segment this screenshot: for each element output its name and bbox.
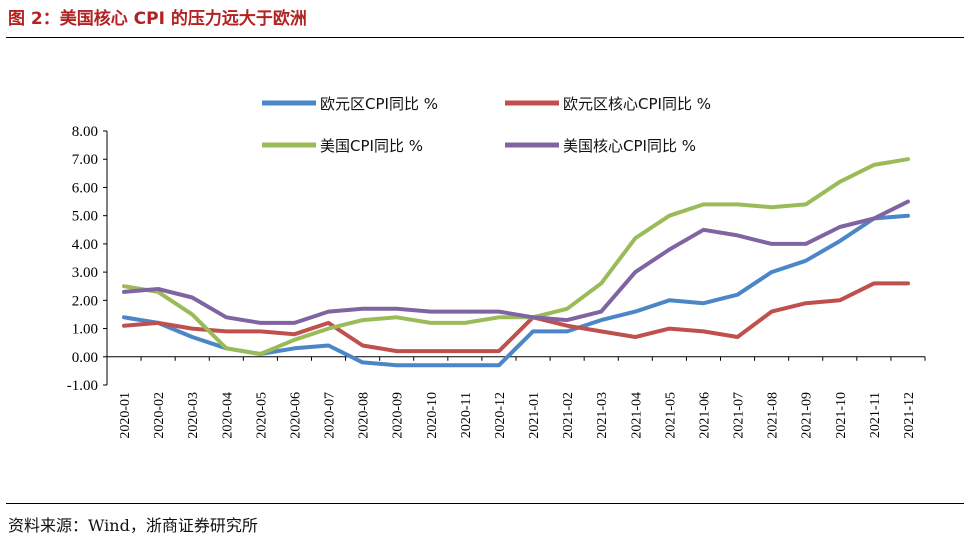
y-tick-label: 4.00 — [72, 237, 98, 253]
legend-label-series-2: 美国CPI同比 % — [320, 137, 423, 155]
legend-label-series-0: 欧元区CPI同比 % — [320, 95, 438, 113]
x-tick-label: 2020-11 — [459, 392, 474, 438]
x-tick-label: 2021-04 — [629, 392, 644, 439]
chart-series — [122, 157, 910, 368]
series-line-1 — [122, 281, 910, 354]
y-tick-label: -1.00 — [67, 378, 98, 394]
x-tick-label: 2021-09 — [800, 392, 815, 439]
source-note: 资料来源：Wind，浙商证券研究所 — [8, 516, 258, 535]
x-tick-label: 2021-06 — [697, 392, 712, 439]
x-tick-label: 2021-07 — [732, 392, 747, 439]
x-tick-label: 2021-08 — [766, 392, 781, 439]
x-tick-label: 2020-12 — [493, 392, 508, 439]
x-tick-label: 2021-01 — [527, 392, 542, 439]
y-tick-label: 5.00 — [72, 209, 98, 225]
x-tick-label: 2020-10 — [425, 392, 440, 439]
x-tick-label: 2020-03 — [186, 392, 201, 439]
x-tick-label: 2021-05 — [663, 392, 678, 439]
x-tick-label: 2021-10 — [834, 392, 849, 439]
x-tick-label: 2020-05 — [254, 392, 269, 439]
top-rule — [6, 37, 964, 38]
y-tick-label: 1.00 — [72, 322, 98, 338]
legend-label-series-3: 美国核心CPI同比 % — [563, 137, 696, 155]
x-tick-label: 2021-03 — [595, 392, 610, 439]
y-tick-label: 2.00 — [72, 293, 98, 309]
legend-label-series-1: 欧元区核心CPI同比 % — [563, 95, 711, 113]
bottom-rule — [6, 503, 964, 504]
x-tick-label: 2020-04 — [220, 392, 235, 439]
x-tick-label: 2020-09 — [391, 392, 406, 439]
figure-title: 图 2：美国核心 CPI 的压力远大于欧洲 — [8, 9, 307, 29]
x-tick-label: 2021-11 — [868, 392, 883, 438]
chart-legend: 欧元区CPI同比 % 欧元区核心CPI同比 % 美国CPI同比 % 美国核心CP… — [262, 95, 711, 155]
y-tick-label: 3.00 — [72, 265, 98, 281]
x-tick-label: 2020-07 — [323, 392, 338, 439]
x-tick-label: 2020-01 — [118, 392, 133, 439]
y-tick-label: 8.00 — [72, 124, 98, 140]
chart-axes: 8.00 7.00 6.00 5.00 4.00 3.00 2.00 1.00 0.00 -1.0… — [67, 124, 926, 439]
y-tick-label: 0.00 — [72, 350, 98, 366]
series-line-2 — [122, 157, 910, 356]
x-tick-label: 2020-06 — [288, 392, 303, 439]
x-tick-label: 2020-02 — [152, 392, 167, 439]
y-tick-label: 6.00 — [72, 180, 98, 196]
series-line-3 — [122, 199, 910, 325]
y-tick-label: 7.00 — [72, 152, 98, 168]
x-tick-label: 2020-08 — [357, 392, 372, 439]
x-tick-label: 2021-02 — [561, 392, 576, 439]
series-line-0 — [122, 213, 910, 368]
x-tick-label: 2021-12 — [902, 392, 917, 439]
